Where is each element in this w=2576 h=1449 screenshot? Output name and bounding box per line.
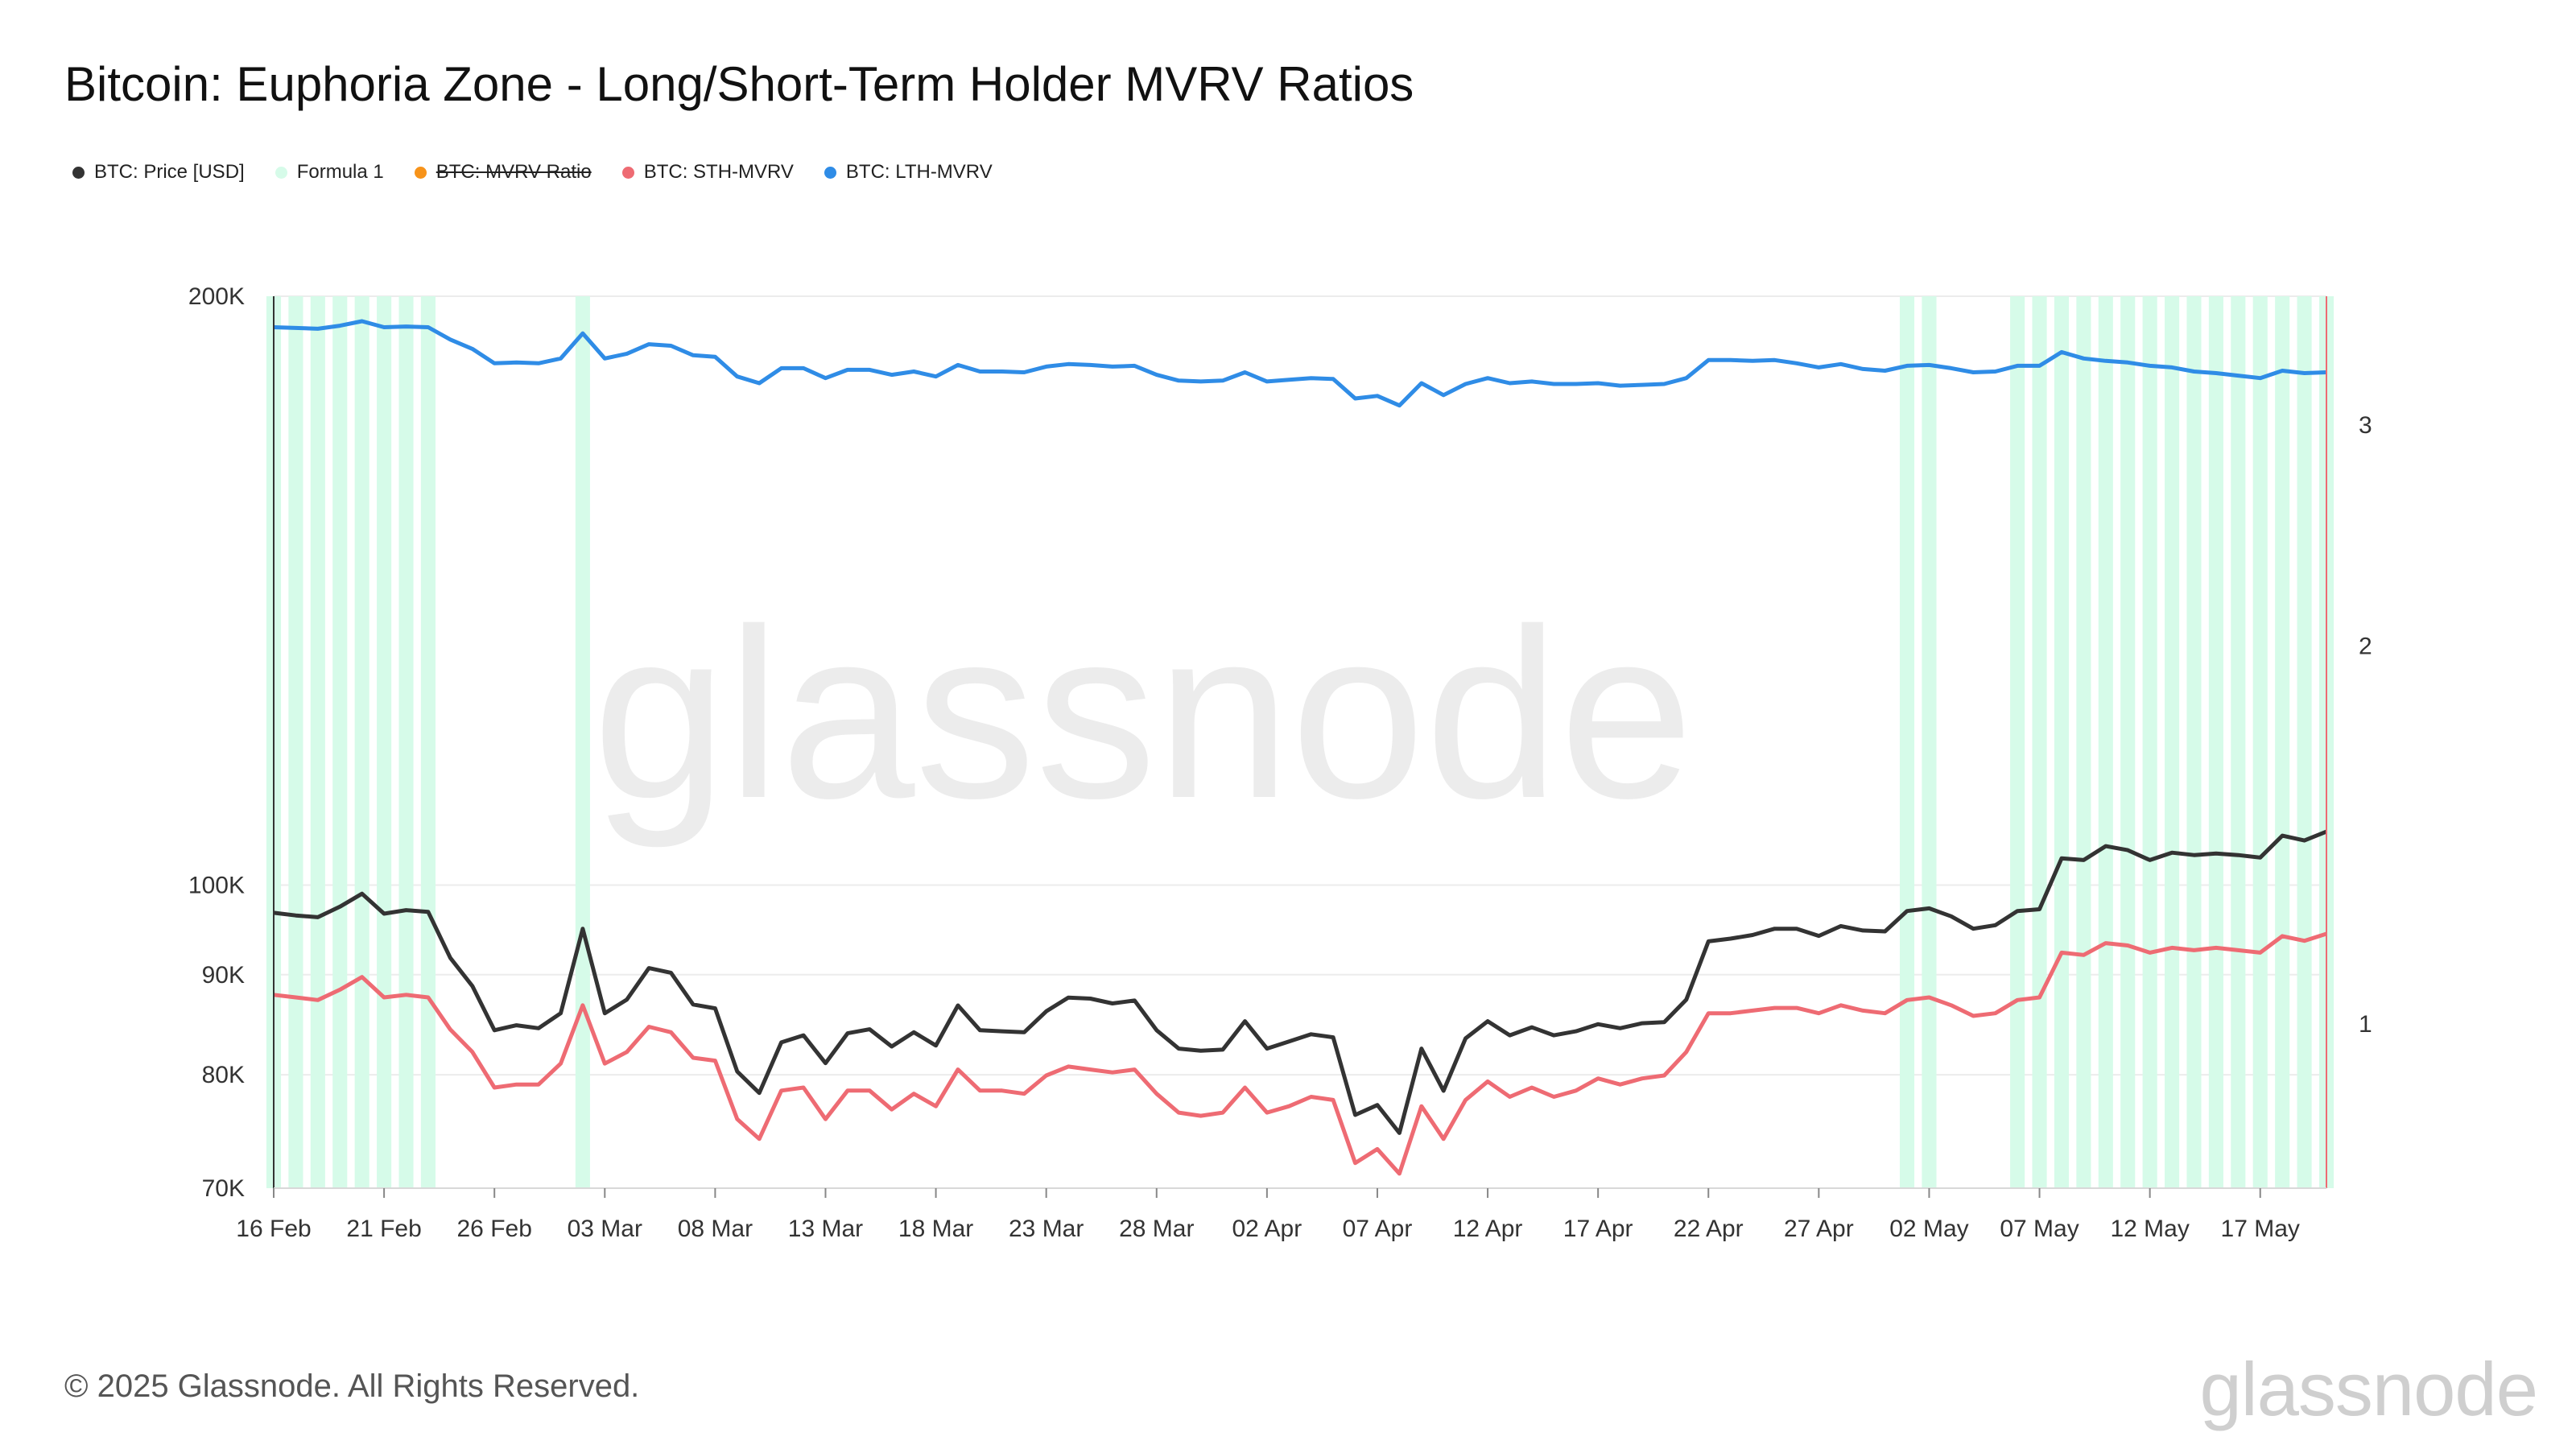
x-axis-tick-label: 07 Apr [1343,1216,1413,1242]
series-line-btc-price-usd [273,829,2327,1135]
right-axis-tick-label: 3 [2359,412,2372,439]
x-axis-tick-label: 22 Apr [1674,1216,1744,1242]
glassnode-brand-logo: glassnode [2199,1347,2538,1431]
x-axis-tick-label: 02 May [1889,1216,1968,1242]
formula-1-bar [2032,296,2047,1188]
formula-1-bar [2142,296,2157,1188]
right-axis-tick-label: 2 [2359,634,2372,660]
formula-1-bar [1899,296,1915,1188]
formula-1-bar [2186,296,2202,1188]
formula-1-bar [2208,296,2223,1188]
x-axis-tick-label: 02 Apr [1232,1216,1302,1242]
glassnode-watermark: glassnode [592,578,1694,850]
x-axis-tick-label: 26 Feb [456,1216,531,1242]
formula-1-bar [2076,296,2091,1188]
x-axis-tick-label: 28 Mar [1119,1216,1194,1242]
formula-1-bar [2120,296,2136,1188]
formula-1-bar [398,296,414,1188]
formula-1-bar [2098,296,2113,1188]
x-axis-tick-label: 07 May [2000,1216,2079,1242]
formula-1-bar [2275,296,2290,1188]
x-axis-tick-label: 23 Mar [1009,1216,1084,1242]
copyright-footer: © 2025 Glassnode. All Rights Reserved. [64,1368,640,1404]
x-axis-tick-label: 12 May [2110,1216,2189,1242]
legend-item[interactable]: BTC: STH-MVRV [621,161,794,184]
legend-label: Formula 1 [296,161,384,183]
left-axis-tick-label: 70K [202,1175,245,1202]
formula-1-bar [310,296,325,1188]
legend-item[interactable]: BTC: Price [USD] [72,161,245,184]
axes: 70K 80K 90K 100K 200K 1 2 3 16 Feb 21 Feb 26 Feb 03… [188,283,2372,1242]
legend-item[interactable]: Formula 1 [275,161,384,184]
chart-legend: BTC: Price [USD] Formula 1 BTC: MVRV Ratio… [72,161,993,184]
formula-1-bar [2252,296,2268,1188]
formula-1-bar [575,296,590,1188]
right-axis-tick-label: 1 [2359,1011,2372,1038]
legend-label: BTC: Price [USD] [94,161,245,183]
series-line-btc-sth-mvrv [273,931,2327,1176]
legend-marker-icon [275,166,287,179]
formula-1-bar [1922,296,1937,1188]
series-line-btc-lth-mvrv [273,319,2327,408]
formula-1-bar [332,296,348,1188]
x-axis-tick-label: 03 Mar [568,1216,642,1242]
left-axis-tick-label: 80K [202,1062,245,1088]
legend-item[interactable]: BTC: MVRV Ratio [414,161,592,184]
chart-title: Bitcoin: Euphoria Zone - Long/Short-Term… [64,57,1414,111]
formula-1-bar [2165,296,2180,1188]
x-axis-tick-label: 08 Mar [678,1216,753,1242]
formula-1-bar [2054,296,2070,1188]
formula-1-bar [2231,296,2246,1188]
legend-marker-icon [72,166,85,179]
formula-1-bar [420,296,436,1188]
x-axis-tick-label: 16 Feb [236,1216,311,1242]
left-axis-tick-label: 200K [188,283,245,310]
formula-1-bar [288,296,303,1188]
legend-marker-icon [824,166,836,179]
left-axis-tick-label: 100K [188,873,245,899]
series-lines [273,319,2327,1176]
x-axis-tick-label: 18 Mar [898,1216,973,1242]
x-axis-tick-label: 17 May [2221,1216,2300,1242]
left-axis-tick-label: 90K [202,962,245,989]
x-axis-tick-label: 12 Apr [1453,1216,1523,1242]
formula-1-bar [2010,296,2025,1188]
legend-label: BTC: MVRV Ratio [436,161,592,183]
legend-label: BTC: STH-MVRV [643,161,794,183]
legend-item[interactable]: BTC: LTH-MVRV [824,161,993,184]
legend-label: BTC: LTH-MVRV [845,161,993,183]
legend-marker-icon [414,166,427,179]
formula-1-bar [354,296,369,1188]
x-axis-tick-label: 13 Mar [788,1216,863,1242]
legend-marker-icon [621,166,634,179]
formula-1-bar [2297,296,2312,1188]
formula-1-bars [266,296,2334,1188]
x-axis-tick-label: 17 Apr [1563,1216,1633,1242]
formula-1-bar [377,296,392,1188]
x-axis-tick-label: 21 Feb [346,1216,421,1242]
x-axis-tick-label: 27 Apr [1784,1216,1854,1242]
